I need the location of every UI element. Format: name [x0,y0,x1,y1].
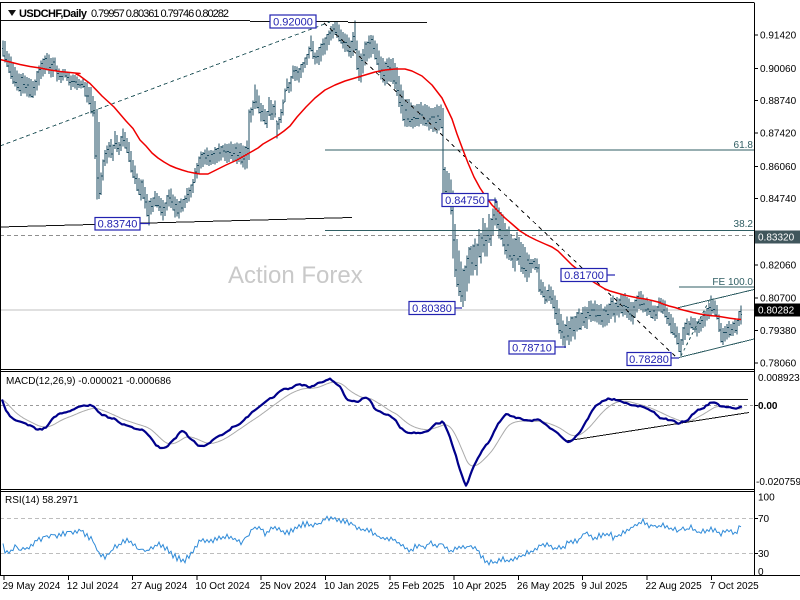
svg-text:22 Aug 2025: 22 Aug 2025 [646,581,703,592]
svg-text:0.78280: 0.78280 [629,354,669,366]
svg-text:0.00: 0.00 [758,401,778,412]
svg-text:9 Jul 2025: 9 Jul 2025 [581,581,628,592]
svg-text:0.88740: 0.88740 [760,96,797,107]
svg-text:0.86060: 0.86060 [760,162,797,173]
svg-text:RSI(14) 58.2971: RSI(14) 58.2971 [5,495,79,506]
svg-text:100: 100 [758,493,775,504]
svg-text:0.81700: 0.81700 [564,270,604,282]
svg-text:Action Forex: Action Forex [228,262,363,289]
svg-text:0.79380: 0.79380 [760,326,797,337]
svg-text:0.008923: 0.008923 [758,373,800,384]
svg-text:0.80380: 0.80380 [412,303,452,315]
svg-text:30: 30 [758,549,770,560]
svg-text:70: 70 [758,514,770,525]
svg-text:61.8: 61.8 [734,140,754,151]
svg-text:10 Jan 2025: 10 Jan 2025 [324,581,379,592]
svg-text:0.80700: 0.80700 [760,294,797,305]
svg-text:25 Feb 2025: 25 Feb 2025 [388,581,445,592]
svg-text:0.90060: 0.90060 [760,64,797,75]
svg-text:USDCHF,Daily: USDCHF,Daily [19,8,88,20]
svg-text:38.2: 38.2 [734,219,754,230]
svg-text:0.79957 0.80361 0.79746 0.8028: 0.79957 0.80361 0.79746 0.80282 [91,8,229,20]
svg-text:0.87420: 0.87420 [760,129,797,140]
svg-text:0.83740: 0.83740 [98,219,138,231]
svg-text:10 Oct 2024: 10 Oct 2024 [195,581,250,592]
svg-text:29 May 2024: 29 May 2024 [3,581,61,592]
svg-text:0.92000: 0.92000 [273,17,313,29]
svg-text:0.78710: 0.78710 [512,343,552,355]
svg-text:26 May 2025: 26 May 2025 [517,581,575,592]
svg-text:0.80282: 0.80282 [758,306,795,317]
svg-text:0.78060: 0.78060 [760,358,797,369]
svg-text:0.91420: 0.91420 [760,31,797,42]
svg-text:0.84740: 0.84740 [760,194,797,205]
svg-text:FE 100.0: FE 100.0 [712,277,753,288]
svg-text:-0.020759: -0.020759 [756,477,800,488]
svg-text:0.82060: 0.82060 [760,260,797,271]
svg-text:MACD(12,26,9) -0.000021 -0.000: MACD(12,26,9) -0.000021 -0.000686 [6,376,172,387]
svg-text:10 Apr 2025: 10 Apr 2025 [453,581,507,592]
svg-text:0.84750: 0.84750 [445,195,485,207]
svg-text:0.83320: 0.83320 [758,233,795,244]
svg-text:25 Nov 2024: 25 Nov 2024 [260,581,317,592]
svg-text:0: 0 [758,567,764,578]
svg-text:27 Aug 2024: 27 Aug 2024 [131,581,188,592]
svg-text:7 Oct 2025: 7 Oct 2025 [710,581,759,592]
svg-text:12 Jul 2024: 12 Jul 2024 [67,581,119,592]
